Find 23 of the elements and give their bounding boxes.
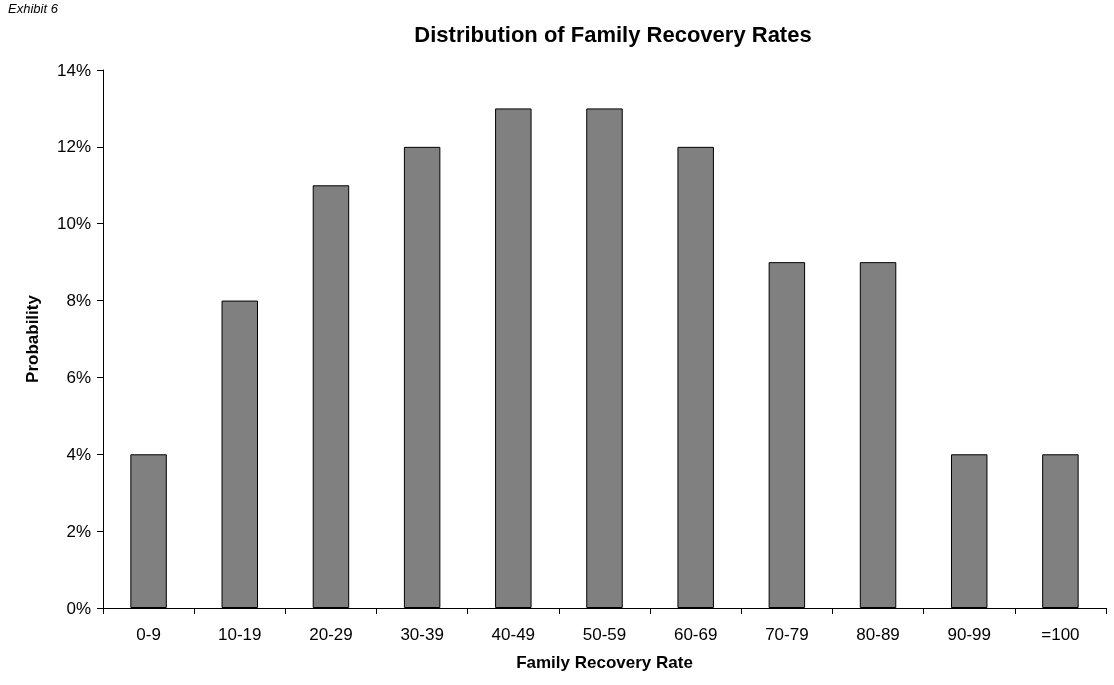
x-tick-label: =100	[1041, 625, 1080, 644]
x-tick-label: 60-69	[673, 625, 718, 644]
x-tick-label: 0-9	[136, 625, 161, 644]
x-tick-label: 70-79	[765, 625, 809, 644]
y-tick-label: 10%	[56, 214, 91, 234]
x-tick-label: 90-99	[947, 625, 991, 644]
y-axis-title: Probability	[23, 294, 42, 383]
y-tick-label: 2%	[66, 521, 91, 541]
y-tick-label: 12%	[56, 137, 91, 157]
x-tick-label: 30-39	[400, 625, 444, 644]
x-tick-label: 40-49	[491, 625, 536, 644]
y-tick-label: 14%	[56, 60, 91, 80]
y-tick-label: 4%	[66, 444, 91, 464]
text: Exhibit 6	[8, 1, 59, 16]
x-tick-label: 20-29	[309, 625, 353, 644]
x-tick-label: 80-89	[856, 625, 900, 644]
y-tick-label: 0%	[66, 598, 91, 618]
x-tick-label: 50-59	[582, 625, 627, 644]
x-tick-label: 10-19	[218, 625, 262, 644]
y-tick-label: 6%	[66, 367, 91, 387]
chart-title: Distribution of Family Recovery Rates	[414, 21, 812, 47]
x-axis-title: Family Recovery Rate	[516, 653, 693, 672]
y-tick-label: 8%	[66, 291, 91, 311]
